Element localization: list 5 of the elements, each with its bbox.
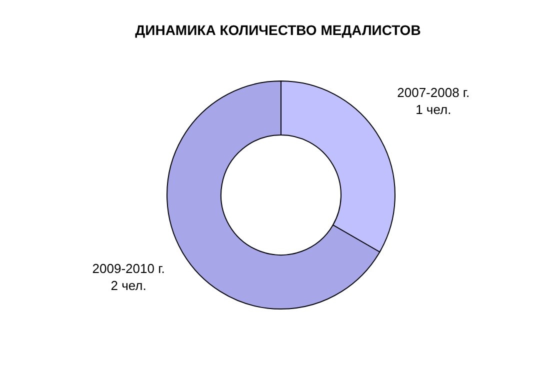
data-label: 2 чел. bbox=[110, 278, 146, 293]
data-label: 1 чел. bbox=[416, 102, 452, 117]
slice-label: 2007-2008 г. bbox=[397, 85, 470, 100]
slice-label: 2009-2010 г. bbox=[92, 261, 165, 276]
chart-title: ДИНАМИКА КОЛИЧЕСТВО МЕДАЛИСТОВ bbox=[134, 22, 422, 38]
